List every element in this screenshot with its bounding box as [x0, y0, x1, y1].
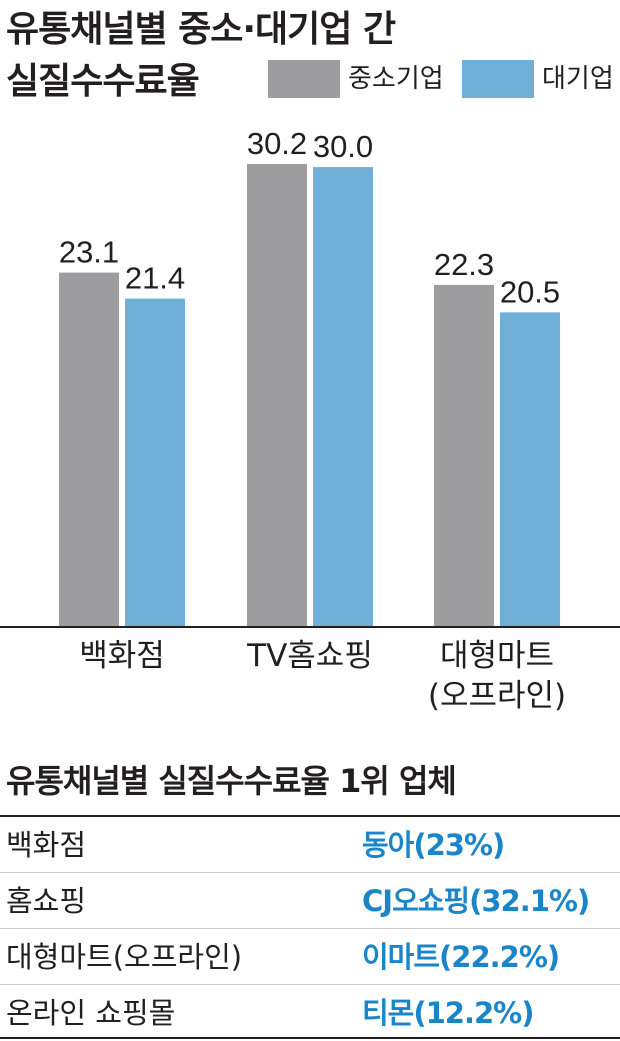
table-row-channel: 백화점 — [6, 828, 87, 862]
table-row-company: 티몬(12.2%) — [362, 996, 534, 1030]
table-row-channel: 온라인 쇼핑몰 — [6, 996, 176, 1030]
chart-title-line2: 실질수수료율 — [6, 61, 200, 102]
bar-chart: 23.121.4 30.2 30.0 22.320.5 — [0, 126, 620, 628]
table-bottom-rule — [0, 1037, 620, 1039]
table-top-rule — [0, 815, 620, 817]
bar-sme-1 — [247, 164, 307, 626]
category-label-1: TV홈쇼핑 — [247, 638, 373, 674]
table-row-divider — [0, 872, 620, 873]
table-row-divider — [0, 984, 620, 985]
legend-swatch-sme — [268, 60, 340, 98]
value-label-large-1: 30.0 — [313, 129, 373, 164]
value-label-large-0: 21.4 — [125, 261, 185, 296]
bar-large-2 — [500, 312, 560, 626]
table-row-company: CJ오쇼핑(32.1%) — [362, 884, 590, 918]
table-row: 대형마트(오프라인) 이마트(22.2%) — [0, 929, 620, 985]
bar-large-0 — [125, 298, 185, 626]
table-row-channel: 홈쇼핑 — [6, 884, 87, 918]
table-row-divider — [0, 928, 620, 929]
bar-sme-2 — [434, 284, 494, 626]
value-label-large-2: 20.5 — [500, 274, 560, 309]
legend-label-sme: 중소기업 — [348, 64, 444, 94]
bar-large-1 — [313, 167, 373, 626]
chart-title-line1: 유통채널별 중소·대기업 간 — [6, 9, 396, 50]
table-row: 백화점 동아(23%) — [0, 817, 620, 873]
category-label-2: 대형마트 (오프라인) — [427, 638, 567, 714]
table-row-company: 이마트(22.2%) — [362, 940, 560, 974]
value-label-sme-2: 22.3 — [434, 247, 494, 282]
table-row: 홈쇼핑 CJ오쇼핑(32.1%) — [0, 873, 620, 929]
value-label-sme-0: 23.1 — [59, 235, 119, 270]
table-row-channel: 대형마트(오프라인) — [6, 940, 243, 974]
table-title: 유통채널별 실질수수료율 1위 업체 — [6, 762, 457, 800]
table-row-company: 동아(23%) — [362, 828, 505, 862]
category-label-0: 백화점 — [79, 638, 165, 674]
legend-label-large: 대기업 — [542, 64, 614, 94]
table-row: 온라인 쇼핑몰 티몬(12.2%) — [0, 985, 620, 1041]
legend-swatch-large — [462, 60, 534, 98]
bar-sme-0 — [59, 272, 119, 626]
value-label-sme-1: 30.2 — [247, 126, 307, 161]
